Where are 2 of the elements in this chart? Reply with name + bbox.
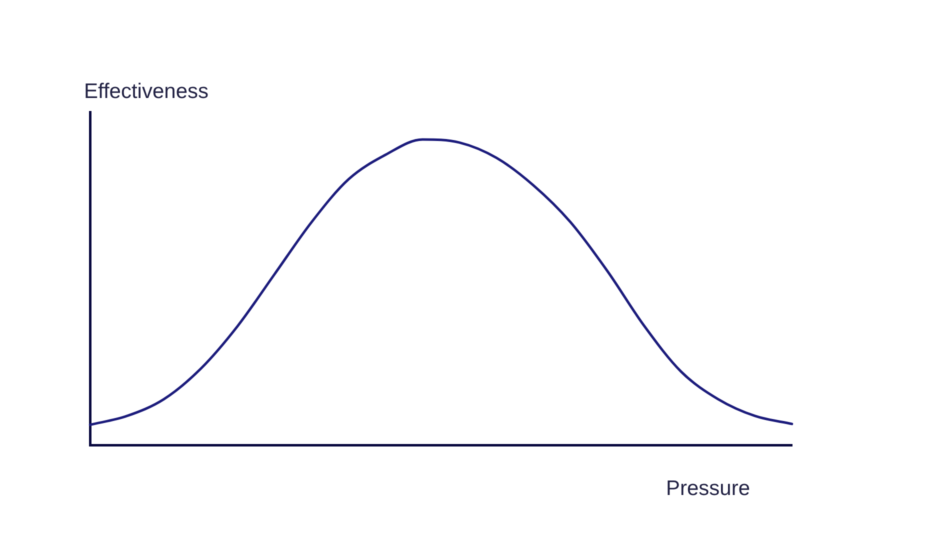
x-axis-title: Pressure [666,477,750,501]
y-axis-title: Effectiveness [84,80,209,104]
